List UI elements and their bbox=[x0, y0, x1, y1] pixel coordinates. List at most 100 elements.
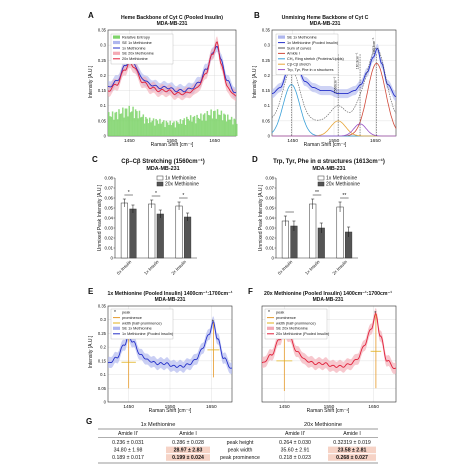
panel-b-ytick-label: 0.35 bbox=[262, 28, 271, 33]
relative-entropy-bar bbox=[174, 127, 177, 136]
bar-1x-methionine bbox=[120, 202, 128, 259]
panel-c-legend-label: 20x Methionine bbox=[165, 182, 199, 188]
relative-entropy-bar bbox=[179, 119, 182, 136]
table-cell: 0.32319 ± 0.019 bbox=[333, 440, 371, 446]
relative-entropy-bar bbox=[137, 118, 139, 136]
relative-entropy-bar bbox=[236, 123, 238, 136]
relative-entropy-bar bbox=[200, 113, 202, 136]
relative-entropy-bar bbox=[150, 122, 152, 136]
panel-e-ytick-label: 0.05 bbox=[98, 386, 107, 391]
panel-c-legend-swatch bbox=[156, 181, 164, 187]
panel-a-legend-label: Relative Entropy bbox=[122, 36, 150, 40]
relative-entropy-bar bbox=[159, 118, 161, 136]
relative-entropy-bar bbox=[116, 119, 119, 136]
panel-c-ylabel: Unmixed Peak Intensity [A.U.] bbox=[97, 184, 103, 251]
relative-entropy-bar bbox=[141, 116, 143, 136]
panel-a-xtick-label: 1450 bbox=[124, 138, 135, 144]
trp-tyr-phe-curve bbox=[272, 123, 396, 137]
panel-b-ylabel: Intensity [A.U.] bbox=[252, 65, 258, 98]
panel-f-legend-label: SE 20x Methionine bbox=[276, 327, 308, 331]
relative-entropy-bar bbox=[172, 122, 174, 136]
relative-entropy-bar bbox=[206, 110, 209, 136]
panel-e-ytick-label: 0 bbox=[104, 400, 107, 405]
panel-e-legend-label: 1x Methionine (Pooled Insulin) bbox=[122, 332, 174, 336]
table-cell: 0.189 ± 0.017 bbox=[112, 455, 144, 461]
panel-letter-e: E bbox=[88, 287, 94, 296]
relative-entropy-bar bbox=[119, 113, 122, 136]
bar-1x-methionine bbox=[175, 205, 183, 259]
category-label: 2x Insulin bbox=[331, 259, 348, 276]
relative-entropy-bar bbox=[157, 123, 160, 136]
panel-b-legend-label: Cβ-Cβ stretch bbox=[287, 63, 311, 67]
table-cell: 0.236 ± 0.031 bbox=[112, 440, 144, 446]
panel-a-legend-label: 1x Methionine bbox=[122, 46, 146, 50]
category-label: 1x Insulin bbox=[143, 259, 160, 276]
relative-entropy-bar bbox=[129, 112, 132, 136]
panel-b-xlabel: Raman Shift [cm⁻¹] bbox=[304, 142, 347, 148]
relative-entropy-bar bbox=[227, 114, 229, 136]
panel-b-title: Unmixing Heme Backbone of Cyt C bbox=[282, 15, 369, 21]
relative-entropy-bar bbox=[220, 110, 223, 136]
panel-e-ytick-label: 0.1 bbox=[100, 372, 106, 377]
panel-c-plot: 0 0.01 0.02 0.03 0.04 0.05 0.06 0.07 0.08 * 0x Ins… bbox=[104, 176, 197, 276]
relative-entropy-bar bbox=[136, 111, 138, 136]
relative-entropy-bar bbox=[178, 123, 180, 136]
relative-entropy-bar bbox=[169, 120, 171, 136]
panel-d-legend-label: 1x Methionine bbox=[326, 176, 357, 182]
panel-c-ytick-label: 0.07 bbox=[104, 186, 113, 191]
relative-entropy-bar bbox=[166, 122, 169, 136]
panel-d-ytick-label: 0.06 bbox=[265, 196, 274, 201]
panel-f: F 20x Methionine (Pooled Insulin) 1400cm… bbox=[248, 287, 397, 414]
relative-entropy-bar bbox=[218, 114, 220, 136]
relative-entropy-bar bbox=[234, 119, 237, 136]
significance-mark: * bbox=[155, 191, 157, 197]
panel-d-ytick-label: 0 bbox=[272, 256, 275, 261]
panel-a-ytick-label: 0.3 bbox=[100, 43, 106, 48]
panel-c-ytick-label: 0.08 bbox=[104, 176, 113, 181]
panel-f-peak-marker: * bbox=[374, 311, 376, 317]
panel-f-legend-label: peak bbox=[276, 311, 284, 315]
relative-entropy-bar bbox=[214, 110, 216, 136]
panel-f-legend-label: prominence bbox=[276, 316, 296, 320]
panel-b-legend-label: Sum of curves bbox=[287, 46, 311, 50]
panel-b-xtick-label: 1550 bbox=[329, 138, 340, 144]
panel-c-ytick-label: 0.04 bbox=[104, 216, 113, 221]
panel-e-xlabel: Raman Shift [cm⁻¹] bbox=[149, 408, 192, 414]
panel-e-ytick-label: 0.35 bbox=[98, 304, 107, 309]
table-row-label: peak height bbox=[227, 440, 254, 446]
panel-f-legend-swatch: * bbox=[268, 310, 270, 316]
panel-letter-a: A bbox=[88, 11, 94, 20]
panel-e-ytick-label: 0.3 bbox=[100, 317, 106, 322]
panel-b-xtick-label: 1450 bbox=[287, 138, 298, 144]
panel-e-ytick-label: 0.2 bbox=[100, 345, 106, 350]
significance-mark: * bbox=[182, 193, 184, 199]
panel-c-title: Cβ–Cβ Stretching (1560cm⁻¹) bbox=[121, 158, 205, 165]
table-highlight-cell bbox=[328, 454, 376, 461]
panel-b-legend-label: SE 1x Methionine bbox=[287, 36, 317, 40]
panel-e-subtitle: MDA-MB-231 bbox=[155, 297, 186, 303]
table-highlight-cell bbox=[328, 446, 376, 454]
relative-entropy-bar bbox=[175, 120, 178, 136]
panel-e-legend-swatch: * bbox=[114, 310, 116, 316]
panel-a-legend-swatch bbox=[113, 51, 120, 55]
panel-f-title: 20x Methionine (Pooled Insulin) 1400cm⁻¹… bbox=[264, 291, 392, 297]
panel-e-title: 1x Methionine (Pooled Insulin) 1400cm⁻¹:… bbox=[107, 291, 232, 297]
relative-entropy-bar bbox=[154, 125, 156, 136]
peak-annotation-label: 1560cm⁻¹ bbox=[334, 76, 338, 94]
relative-entropy-bar bbox=[173, 121, 175, 136]
relative-entropy-bar bbox=[188, 120, 191, 136]
panel-a-ytick-label: 0.1 bbox=[100, 103, 106, 108]
panel-a-legend-box bbox=[110, 33, 174, 65]
relative-entropy-bar bbox=[127, 116, 129, 136]
table-group-1x: 1x Methionine bbox=[141, 422, 176, 428]
panel-e-axes-box bbox=[107, 305, 233, 403]
panel-b-ytick-label: 0.05 bbox=[262, 118, 271, 123]
panel-letter-b: B bbox=[254, 11, 260, 20]
bar-20x-methionine bbox=[156, 213, 164, 259]
bar-1x-methionine bbox=[309, 203, 317, 259]
se-1x-methionine-band bbox=[272, 43, 396, 102]
